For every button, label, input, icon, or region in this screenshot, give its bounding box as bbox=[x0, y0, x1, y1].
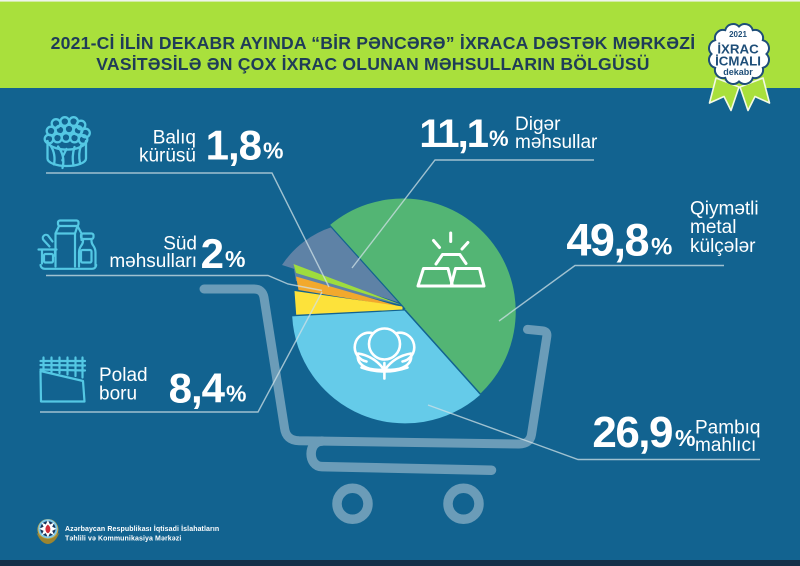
svg-text:mahlıcı: mahlıcı bbox=[695, 435, 756, 456]
svg-text:1,8: 1,8 bbox=[206, 122, 262, 169]
svg-text:49,8: 49,8 bbox=[566, 215, 648, 266]
svg-text:Digər: Digər bbox=[515, 114, 561, 135]
svg-text:metal: metal bbox=[690, 217, 736, 238]
svg-text:İCMALI: İCMALI bbox=[715, 54, 761, 69]
svg-text:Polad: Polad bbox=[99, 365, 148, 386]
svg-text:Süd: Süd bbox=[163, 234, 197, 255]
svg-text:%: % bbox=[263, 138, 283, 164]
svg-text:külçələr: külçələr bbox=[690, 236, 756, 257]
svg-text:%: % bbox=[651, 234, 672, 261]
svg-text:%: % bbox=[225, 246, 245, 272]
svg-text:%: % bbox=[675, 425, 695, 451]
svg-text:%: % bbox=[226, 381, 246, 407]
svg-text:2: 2 bbox=[201, 230, 223, 277]
svg-text:%: % bbox=[489, 126, 509, 151]
svg-text:26,9: 26,9 bbox=[592, 408, 672, 457]
svg-text:11,1: 11,1 bbox=[419, 112, 488, 156]
svg-text:məhsullar: məhsullar bbox=[515, 132, 598, 153]
svg-text:boru: boru bbox=[99, 384, 137, 405]
svg-text:Təhlili və Kommunikasiya Mərkə: Təhlili və Kommunikasiya Mərkəzi bbox=[65, 536, 181, 543]
svg-text:Balıq: Balıq bbox=[153, 128, 196, 149]
svg-text:VASİTƏSİLƏ ƏN ÇOX İXRAC OLUNAN: VASİTƏSİLƏ ƏN ÇOX İXRAC OLUNAN MƏHSULLAR… bbox=[96, 54, 649, 74]
svg-text:Qiymətli: Qiymətli bbox=[690, 199, 759, 220]
svg-text:kürüsü: kürüsü bbox=[139, 146, 196, 167]
svg-text:2021: 2021 bbox=[729, 30, 747, 39]
svg-text:8,4: 8,4 bbox=[169, 365, 226, 412]
svg-text:məhsulları: məhsulları bbox=[109, 251, 197, 272]
svg-text:Azərbaycan Respublikası İqtisa: Azərbaycan Respublikası İqtisadi İslahat… bbox=[65, 525, 219, 533]
svg-text:İXRAC: İXRAC bbox=[717, 42, 759, 57]
svg-text:Pambıq: Pambıq bbox=[695, 418, 760, 439]
svg-text:dekabr: dekabr bbox=[723, 67, 753, 77]
svg-text:2021-Cİ İLİN DEKABR AYINDA “Bİ: 2021-Cİ İLİN DEKABR AYINDA “BİR PƏNCƏRƏ”… bbox=[51, 33, 696, 53]
